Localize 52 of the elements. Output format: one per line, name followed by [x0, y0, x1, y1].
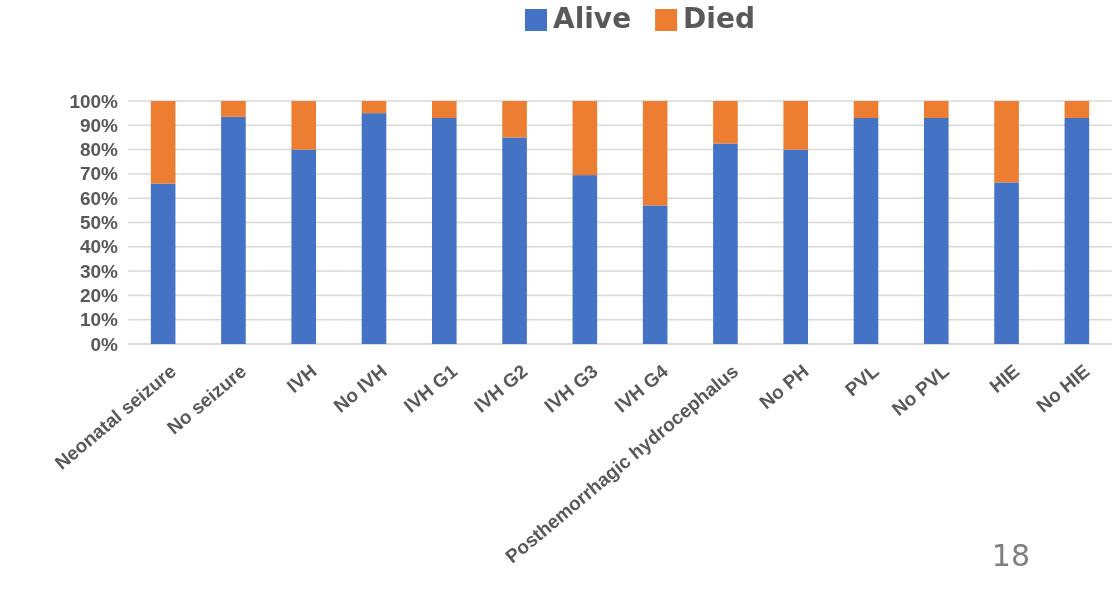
x-tick-label: IVH — [282, 360, 321, 397]
bar — [502, 137, 527, 344]
bar — [431, 101, 457, 119]
legend-label: Died — [683, 2, 755, 35]
x-tick-label: IVH G3 — [540, 360, 602, 417]
bar — [853, 118, 879, 344]
y-tick-label: 40% — [79, 236, 119, 258]
bar — [642, 101, 668, 206]
bar — [994, 182, 1019, 344]
x-tick-label: IVH G1 — [399, 360, 462, 417]
y-tick-label: 60% — [79, 187, 119, 209]
x-tick-label: No PH — [755, 360, 813, 414]
y-tick-label: 50% — [79, 212, 119, 234]
bar — [572, 101, 598, 176]
bar — [150, 183, 176, 344]
bar — [853, 101, 879, 119]
y-tick-label: 30% — [79, 260, 119, 282]
x-tick-label: No PVL — [887, 360, 954, 420]
bar — [361, 101, 387, 114]
y-tick-label: 70% — [79, 163, 119, 185]
bar — [572, 175, 598, 344]
bar — [291, 149, 317, 344]
text: 18 — [991, 538, 1030, 573]
bar — [502, 101, 527, 138]
bar — [221, 101, 246, 117]
y-tick-label: 90% — [79, 114, 119, 136]
bar — [1064, 101, 1090, 119]
x-tick-label: HIE — [985, 360, 1024, 397]
bar — [994, 101, 1019, 183]
bar — [713, 143, 738, 344]
bar — [221, 116, 246, 344]
x-tick-label: PVL — [840, 360, 884, 401]
bar — [1064, 118, 1090, 344]
bar — [291, 101, 317, 150]
bar — [642, 205, 668, 344]
x-tick-label: No HIE — [1032, 360, 1094, 417]
y-tick-label: 10% — [79, 309, 119, 331]
bar — [361, 113, 387, 344]
bar — [150, 101, 176, 184]
y-tick-label: 20% — [79, 284, 119, 306]
bar — [783, 149, 809, 344]
y-tick-label: 0% — [90, 333, 119, 355]
bar — [713, 101, 738, 144]
bar — [923, 101, 949, 119]
y-tick-label: 80% — [79, 139, 119, 161]
x-tick-label: No IVH — [329, 360, 391, 417]
bar — [783, 101, 809, 150]
x-tick-label: IVH G2 — [470, 360, 532, 417]
bar — [431, 118, 457, 344]
bar — [923, 118, 949, 344]
y-tick-label: 100% — [69, 90, 119, 112]
legend-label: Alive — [553, 2, 632, 35]
